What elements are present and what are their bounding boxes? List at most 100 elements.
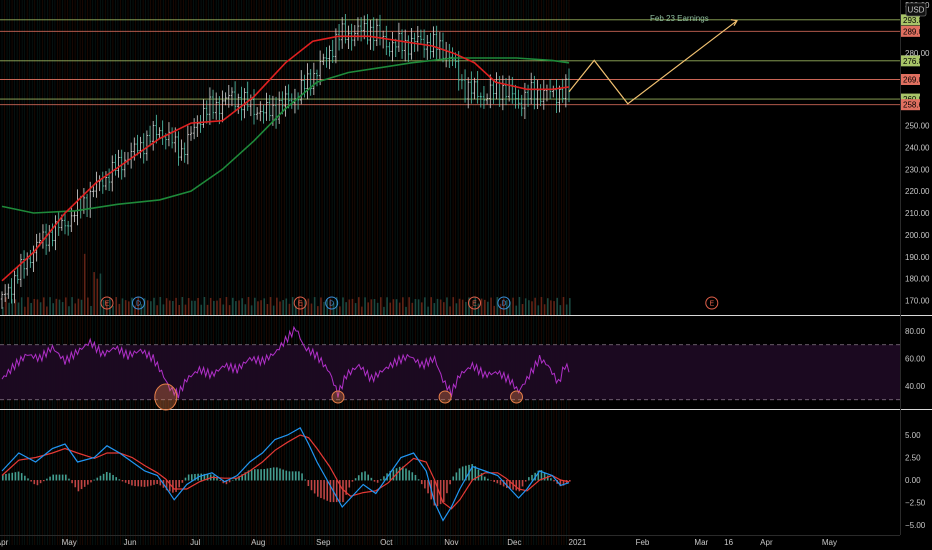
- volume-bar: [118, 303, 121, 315]
- time-axis[interactable]: Apr May Jun Jul Aug Sep Oct Nov Dec 2021 Feb Mar 16 A…: [0, 535, 900, 548]
- volume-bar: [228, 305, 231, 315]
- earnings-event-label: E: [709, 301, 714, 308]
- macd-histogram-bar: [118, 479, 121, 481]
- projection-path: [568, 20, 738, 105]
- macd-histogram-bar: [159, 480, 162, 486]
- macd-histogram-bar: [537, 470, 540, 481]
- volume-bar: [395, 299, 398, 315]
- volume-bar: [291, 297, 294, 315]
- volume-bar: [477, 303, 480, 315]
- volume-bar: [569, 298, 571, 315]
- macd-histogram-bar: [5, 473, 7, 481]
- time-tick-label: Oct: [380, 538, 393, 547]
- macd-histogram-bar: [175, 480, 177, 492]
- macd-histogram-bar: [30, 480, 32, 482]
- macd-histogram-bar: [219, 480, 221, 481]
- macd-histogram-bar: [367, 474, 369, 481]
- macd-histogram-bar: [187, 474, 190, 481]
- time-tick-label: May: [822, 538, 837, 547]
- macd-histogram-bar: [2, 474, 4, 481]
- macd-histogram-bar: [550, 478, 552, 481]
- volume-bar: [194, 300, 196, 315]
- volume-bar: [386, 297, 388, 315]
- volume-bar: [288, 303, 291, 315]
- macd-histogram-bar: [241, 474, 243, 481]
- volume-bar: [357, 297, 360, 315]
- volume-bar: [52, 303, 54, 315]
- macd-histogram-bar: [392, 469, 395, 481]
- price-axis[interactable]: 293.84289.07276.83269.09260.97258.63170.…: [900, 0, 931, 535]
- macd-histogram-bar: [329, 480, 332, 503]
- volume-bar: [367, 302, 369, 315]
- macd-histogram-bar: [304, 479, 306, 481]
- volume-bar: [348, 299, 351, 315]
- volume-bar: [490, 297, 492, 315]
- macd-histogram-bar: [90, 480, 92, 483]
- volume-bar: [339, 306, 341, 315]
- macd-histogram-bar: [8, 473, 10, 481]
- volume-bar: [206, 304, 209, 315]
- dividend-event-marker: [497, 296, 511, 310]
- rsi-pane[interactable]: [0, 325, 932, 411]
- volume-bar: [184, 304, 187, 315]
- volume-bar: [115, 297, 117, 315]
- macd-tick-label: 0.00: [905, 476, 921, 485]
- macd-histogram-bar: [17, 471, 20, 481]
- macd-histogram-bar: [474, 466, 477, 481]
- price-tick-label: 230.00: [905, 165, 930, 174]
- price-tick-label: 220.00: [905, 187, 930, 196]
- price-tick-label: 200.00: [905, 231, 930, 240]
- macd-histogram-bar: [172, 480, 174, 493]
- volume-bar: [99, 273, 102, 315]
- macd-histogram-bar: [225, 480, 228, 485]
- volume-bar: [546, 298, 549, 315]
- macd-histogram-bar: [61, 474, 64, 481]
- macd-histogram-bar: [417, 479, 420, 481]
- volume-bar: [540, 297, 543, 315]
- macd-histogram-bar: [49, 476, 51, 481]
- volume-bar: [487, 301, 489, 315]
- volume-bar: [389, 302, 392, 315]
- macd-histogram-bar: [244, 472, 247, 481]
- volume-bar: [272, 305, 275, 315]
- macd-histogram-bar: [298, 471, 300, 481]
- volume-bar: [307, 298, 310, 315]
- volume-bar: [310, 303, 313, 315]
- macd-histogram-bar: [323, 480, 325, 500]
- macd-histogram-bar: [11, 472, 14, 481]
- macd-histogram-bar: [112, 474, 114, 481]
- macd-histogram-bar: [83, 480, 86, 487]
- volume-bar: [443, 302, 445, 315]
- time-tick-label: Apr: [0, 538, 9, 547]
- time-tick-label: Jul: [190, 538, 200, 547]
- macd-histogram-bar: [80, 480, 83, 490]
- macd-histogram-bar: [443, 480, 445, 503]
- volume-bar: [17, 302, 20, 315]
- macd-histogram-bar: [291, 471, 294, 481]
- volume-bar: [524, 298, 527, 315]
- macd-histogram-bar: [96, 477, 99, 481]
- price-pane[interactable]: Feb 23 Earnings E D E D E D E: [0, 14, 932, 316]
- earnings-event-label: E: [105, 301, 110, 308]
- macd-histogram-bar: [55, 474, 58, 481]
- volume-bar: [231, 297, 234, 315]
- macd-histogram-bar: [499, 480, 502, 485]
- macd-histogram-bar: [146, 480, 149, 487]
- macd-histogram-bar: [335, 480, 338, 503]
- volume-bar: [181, 297, 184, 315]
- macd-histogram-bar: [546, 475, 549, 481]
- macd-histogram-bar: [313, 480, 316, 494]
- macd-histogram-bar: [480, 473, 483, 481]
- volume-bar: [417, 299, 420, 315]
- macd-pane[interactable]: [1, 426, 571, 522]
- macd-histogram-bar: [490, 480, 492, 481]
- volume-bar: [77, 298, 80, 315]
- macd-histogram-bar: [143, 480, 146, 487]
- macd-histogram-bar: [553, 480, 555, 482]
- volume-bar: [24, 306, 26, 315]
- price-level-label: 269.09: [903, 75, 928, 84]
- volume-bar: [112, 305, 114, 315]
- volume-bar: [493, 305, 495, 315]
- macd-histogram-bar: [269, 467, 272, 481]
